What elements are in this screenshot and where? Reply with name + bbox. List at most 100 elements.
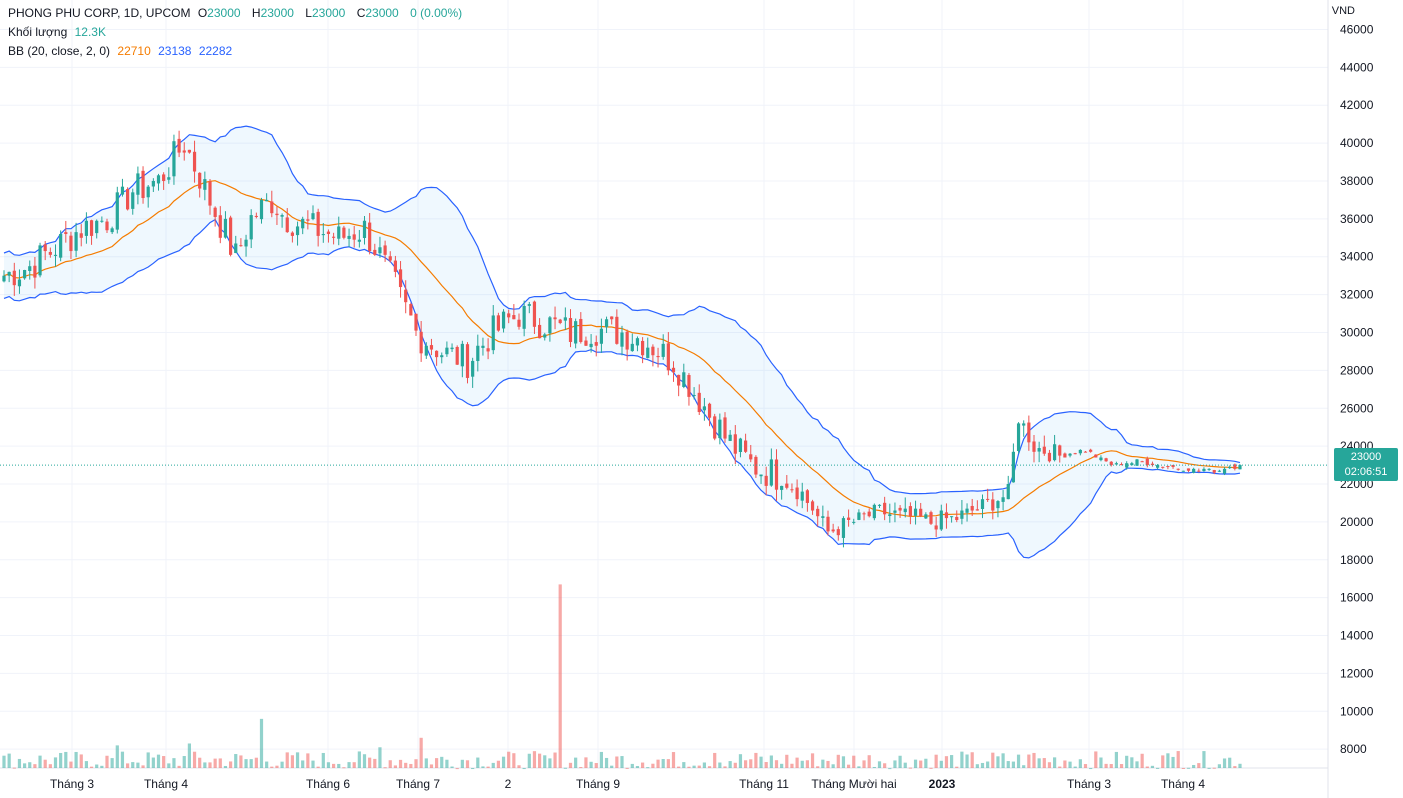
volume-bar (913, 759, 918, 768)
candle-body (1176, 468, 1180, 470)
volume-bar (465, 760, 470, 768)
volume-bar (198, 757, 202, 768)
candle-body (785, 483, 789, 488)
price-tick-label: 40000 (1340, 136, 1374, 150)
volume-bar (707, 766, 712, 768)
candle-body (800, 491, 804, 501)
volume-bar (440, 756, 444, 768)
volume-bar (697, 765, 701, 768)
candle-body (682, 372, 686, 387)
bb-basis-value: 22710 (117, 44, 151, 58)
volume-bar (1011, 761, 1015, 768)
candle-body (435, 350, 439, 358)
candle-body (1078, 449, 1082, 454)
volume-bar (388, 760, 392, 768)
candle-body (295, 226, 300, 236)
candle-body (1217, 470, 1221, 472)
price-tick-label: 18000 (1340, 553, 1374, 567)
volume-bar (1073, 766, 1077, 768)
volume-bar (1140, 753, 1144, 768)
volume-bar (64, 751, 68, 768)
volume-bar (357, 751, 361, 768)
candle-body (198, 172, 202, 189)
candle-body (1145, 458, 1149, 466)
volume-bar (579, 767, 583, 769)
volume-bar (1228, 757, 1232, 768)
candle-body (332, 236, 336, 238)
volume-bar (229, 761, 233, 768)
candle-body (836, 529, 840, 536)
volume-bar (1032, 752, 1036, 768)
candle-body (970, 505, 974, 511)
candle-body (1238, 465, 1242, 470)
candle-body (424, 345, 428, 356)
candle-body (898, 507, 902, 511)
volume-bar (893, 760, 897, 768)
volume-bar (584, 757, 588, 768)
volume-bar (610, 765, 614, 768)
candle-body (455, 346, 459, 365)
candle-body (1001, 497, 1005, 502)
candle-body (862, 513, 866, 515)
volume-bar (950, 755, 954, 768)
volume-value: 12.3K (74, 25, 106, 39)
volume-bar (744, 760, 748, 768)
volume-bar (651, 763, 655, 768)
volume-bar (285, 752, 289, 768)
volume-bar (105, 755, 109, 768)
volume-bar (749, 759, 753, 768)
candle-body (491, 315, 495, 351)
open-label: O (197, 6, 208, 20)
candle-body (950, 516, 954, 518)
volume-bar (996, 756, 1000, 768)
volume-bar (764, 762, 768, 768)
candle-body (769, 459, 773, 486)
candle-body (12, 270, 16, 286)
volume-bar (872, 766, 876, 768)
candle-body (733, 434, 737, 454)
candle-body (625, 331, 629, 350)
volume-bar (677, 766, 681, 768)
candle-body (48, 251, 52, 255)
candle-body (465, 344, 470, 378)
candle-body (867, 511, 871, 517)
candle-body (1047, 452, 1052, 462)
candle-body (661, 343, 665, 357)
volume-bar (1027, 754, 1031, 768)
volume-bar (543, 755, 547, 768)
volume-bar (754, 752, 758, 768)
volume-bar (1114, 751, 1118, 768)
candle-body (192, 151, 197, 172)
volume-bar (785, 754, 789, 768)
candle-body (687, 375, 691, 397)
volume-bar (177, 765, 181, 768)
symbol-legend: PHONG PHU CORP, 1D, UPCOM O23000 H23000 … (8, 6, 466, 20)
candle-body (59, 234, 63, 258)
time-tick-label: Tháng 4 (1161, 777, 1205, 791)
candle-body (326, 231, 331, 235)
candle-body (481, 345, 485, 348)
price-tick-label: 8000 (1340, 742, 1367, 756)
candle-body (1156, 465, 1160, 468)
candle-body (254, 215, 258, 217)
candle-body (234, 243, 238, 254)
candle-body (795, 487, 799, 500)
high-label: H (251, 6, 261, 20)
candle-body (89, 220, 94, 236)
volume-bar (1202, 751, 1206, 768)
volume-bar (1171, 756, 1175, 768)
price-tick-label: 20000 (1340, 515, 1374, 529)
volume-bar (33, 764, 37, 768)
volume-bar (244, 759, 248, 768)
candle-body (744, 440, 748, 452)
volume-bar (1109, 764, 1113, 768)
candle-body (151, 180, 155, 187)
volume-bar (800, 760, 804, 768)
volume-bar (1047, 762, 1052, 768)
candle-body (1181, 470, 1185, 472)
candle-body (589, 343, 593, 348)
high-value: 23000 (260, 6, 294, 20)
candle-body (265, 199, 269, 202)
volume-bar (38, 755, 42, 768)
